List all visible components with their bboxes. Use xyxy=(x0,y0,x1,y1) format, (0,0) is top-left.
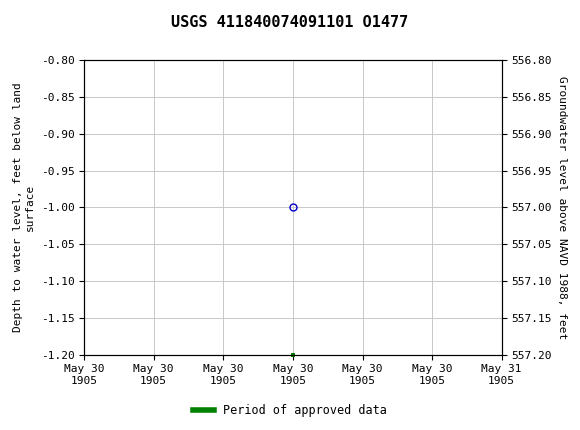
Y-axis label: Depth to water level, feet below land
surface: Depth to water level, feet below land su… xyxy=(13,83,35,332)
Legend: Period of approved data: Period of approved data xyxy=(188,399,392,422)
Text: ≡USGS: ≡USGS xyxy=(3,9,57,27)
Y-axis label: Groundwater level above NAVD 1988, feet: Groundwater level above NAVD 1988, feet xyxy=(557,76,567,339)
Text: USGS 411840074091101 O1477: USGS 411840074091101 O1477 xyxy=(171,15,409,30)
